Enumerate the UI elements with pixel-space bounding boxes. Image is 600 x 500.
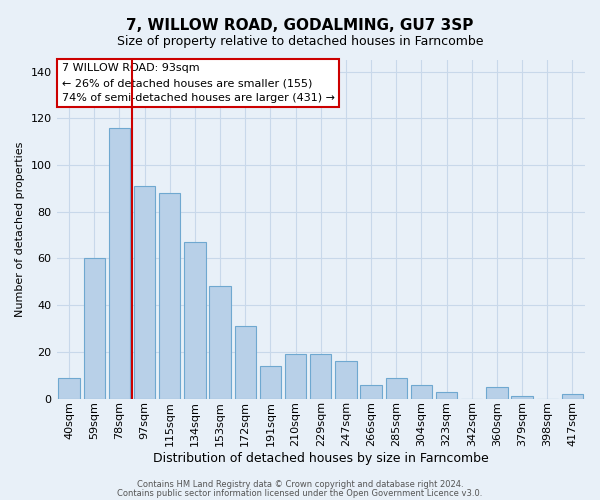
Bar: [285, 354, 307, 399]
Y-axis label: Number of detached properties: Number of detached properties: [15, 142, 25, 317]
Bar: [83, 258, 105, 398]
Bar: [260, 366, 281, 398]
Text: Contains HM Land Registry data © Crown copyright and database right 2024.: Contains HM Land Registry data © Crown c…: [137, 480, 463, 489]
Bar: [159, 193, 181, 398]
Bar: [184, 242, 206, 398]
Bar: [386, 378, 407, 398]
Bar: [361, 384, 382, 398]
Bar: [436, 392, 457, 398]
Bar: [411, 384, 432, 398]
Bar: [310, 354, 331, 399]
X-axis label: Distribution of detached houses by size in Farncombe: Distribution of detached houses by size …: [153, 452, 488, 465]
Bar: [134, 186, 155, 398]
Text: Size of property relative to detached houses in Farncombe: Size of property relative to detached ho…: [117, 35, 483, 48]
Text: 7 WILLOW ROAD: 93sqm
← 26% of detached houses are smaller (155)
74% of semi-deta: 7 WILLOW ROAD: 93sqm ← 26% of detached h…: [62, 64, 335, 103]
Bar: [109, 128, 130, 398]
Bar: [486, 387, 508, 398]
Bar: [335, 361, 356, 399]
Bar: [235, 326, 256, 398]
Text: Contains public sector information licensed under the Open Government Licence v3: Contains public sector information licen…: [118, 488, 482, 498]
Bar: [58, 378, 80, 398]
Bar: [511, 396, 533, 398]
Text: 7, WILLOW ROAD, GODALMING, GU7 3SP: 7, WILLOW ROAD, GODALMING, GU7 3SP: [127, 18, 473, 32]
Bar: [562, 394, 583, 398]
Bar: [209, 286, 231, 399]
